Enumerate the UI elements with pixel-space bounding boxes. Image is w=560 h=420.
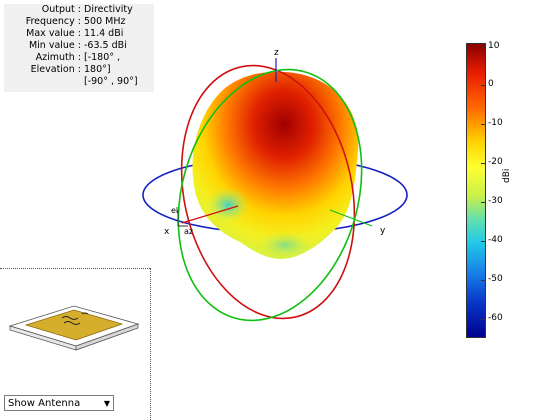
- info-key: Frequency :: [25, 16, 81, 27]
- info-value: 11.4 dBi: [84, 28, 124, 39]
- info-row: [-90° , 90°]: [4, 76, 154, 88]
- colorbar-gradient: [466, 43, 486, 338]
- info-row: Elevation :180°]: [4, 64, 154, 76]
- info-row: Output : Directivity: [4, 4, 154, 16]
- divider-vertical: [150, 268, 151, 420]
- colorbar-tick: 0: [481, 79, 494, 89]
- show-antenna-dropdown[interactable]: Show Antenna ▼: [4, 395, 114, 411]
- colorbar: 10 0 -10 -20 -30 -40 -50 -60 dBi: [466, 41, 546, 339]
- antenna-thumbnail: [8, 305, 140, 351]
- info-key: Output :: [41, 4, 81, 15]
- info-key: Min value :: [28, 40, 81, 51]
- colorbar-unit: dBi: [502, 168, 512, 183]
- x-axis: [181, 205, 239, 224]
- colorbar-tick: -10: [481, 118, 503, 128]
- z-axis-label: z: [274, 48, 279, 58]
- info-value: Directivity: [84, 4, 133, 15]
- colorbar-tick: -30: [481, 196, 503, 206]
- info-key: Azimuth :: [35, 52, 81, 63]
- info-key: Elevation :: [30, 64, 81, 75]
- info-value: [-90° , 90°]: [84, 76, 138, 87]
- info-value: [-180° ,: [84, 52, 121, 63]
- info-row: Frequency :500 MHz: [4, 16, 154, 28]
- colorbar-tick: -40: [481, 235, 503, 245]
- chevron-down-icon[interactable]: ▼: [103, 399, 110, 408]
- colorbar-tick: -20: [481, 157, 503, 167]
- colorbar-tick: -50: [481, 274, 503, 284]
- info-value: -63.5 dBi: [84, 40, 127, 51]
- divider-horizontal: [0, 268, 150, 269]
- info-value: 180°]: [84, 64, 111, 75]
- directivity-lobe: [192, 71, 359, 259]
- y-axis-label: y: [380, 226, 386, 236]
- y-axis: [329, 209, 373, 227]
- colorbar-tick: 10: [480, 41, 500, 51]
- info-row: Max value :11.4 dBi: [4, 28, 154, 40]
- az-label: az: [184, 227, 193, 236]
- info-row: Azimuth : [-180° ,: [4, 52, 154, 64]
- colorbar-tick: -60: [481, 313, 503, 323]
- x-axis-label: x: [164, 227, 170, 237]
- info-panel: Output : Directivity Frequency :500 MHz Max…: [4, 4, 154, 92]
- el-label: el: [171, 206, 178, 215]
- elevation-circle-red: [180, 64, 356, 320]
- info-key: Max value :: [26, 28, 81, 39]
- info-value: 500 MHz: [84, 16, 126, 27]
- info-row: Min value : -63.5 dBi: [4, 40, 154, 52]
- info-key: [4, 76, 84, 88]
- dropdown-label: Show Antenna: [8, 398, 81, 409]
